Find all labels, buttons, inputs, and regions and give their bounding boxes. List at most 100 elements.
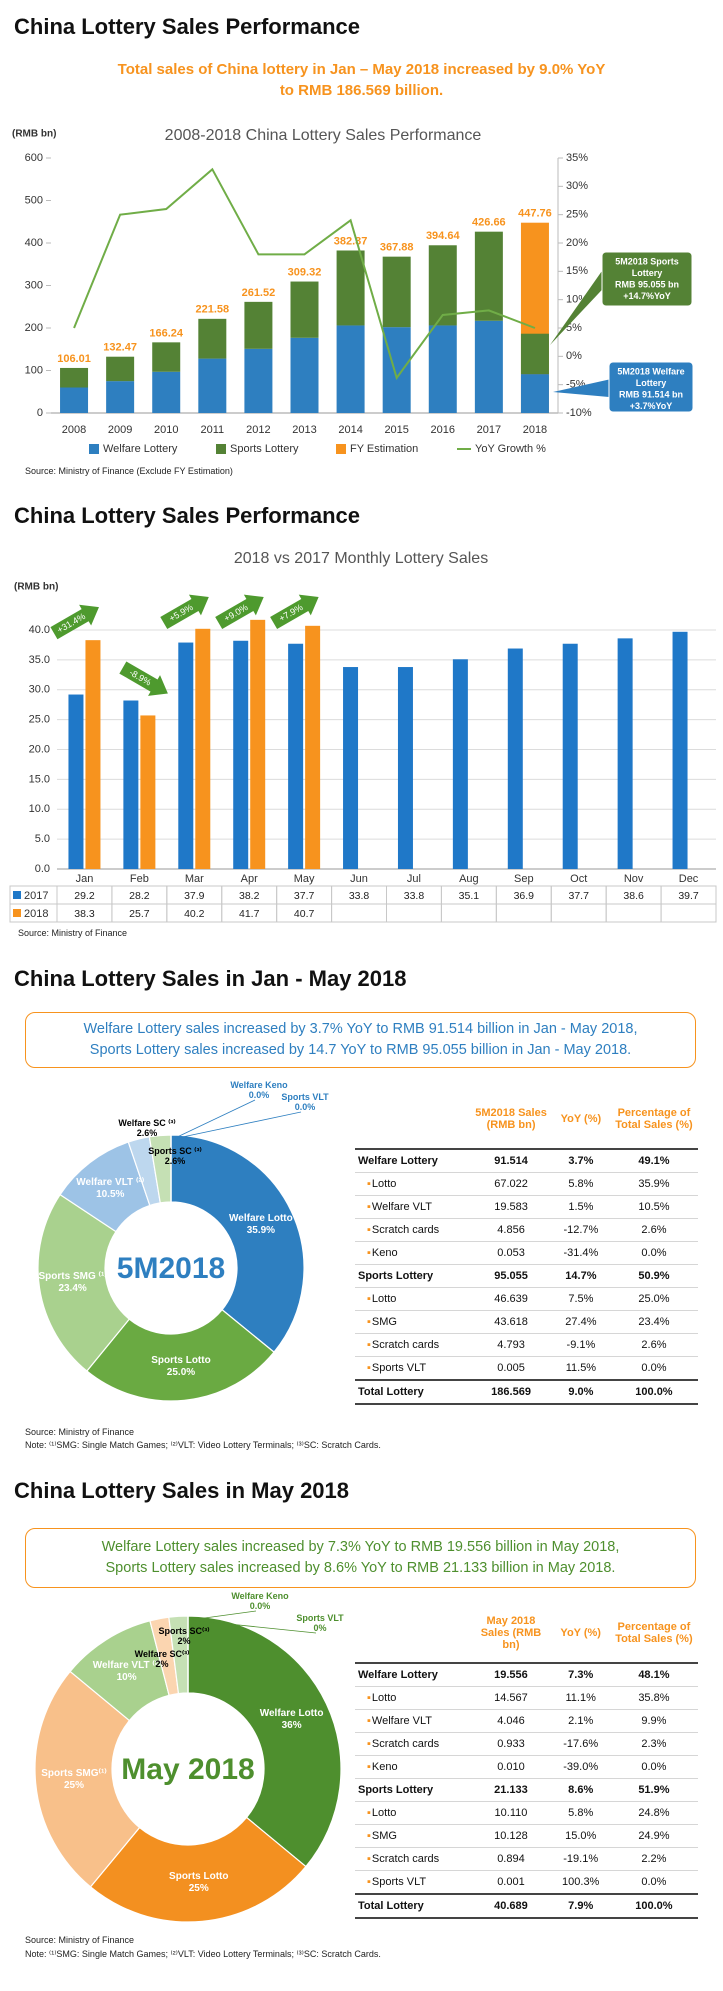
- total-label: 367.88: [380, 242, 414, 254]
- y2-tick-label: 5%: [566, 322, 582, 334]
- section-heading: China Lottery Sales in Jan - May 2018: [14, 966, 407, 991]
- table-cell: 19.583: [470, 1195, 552, 1219]
- summary-line: Welfare Lottery sales increased by 3.7% …: [83, 1021, 638, 1037]
- bar: [452, 659, 468, 869]
- row-name: Total Lottery: [355, 1893, 471, 1919]
- table-cell: 50.9%: [609, 1264, 698, 1288]
- table-cell: 11.5%: [551, 1356, 610, 1381]
- slice-name: Sports SC ⁽³⁾: [148, 1146, 202, 1156]
- row-name: Sports VLT: [355, 1356, 471, 1381]
- x-tick-label: Dec: [679, 873, 699, 885]
- summary-line: Sports Lottery sales increased by 14.7 Y…: [89, 1042, 632, 1058]
- table-cell: [495, 903, 552, 923]
- total-label: 261.52: [242, 287, 276, 299]
- row-name: Welfare Lottery: [355, 1148, 471, 1173]
- table-cell: [660, 903, 717, 923]
- y-tick-label: 25.0: [29, 714, 50, 726]
- table-cell: 11.1%: [551, 1686, 610, 1710]
- bar: [195, 628, 211, 869]
- table-cell: 9.9%: [609, 1709, 698, 1733]
- table-cell: 35.9%: [609, 1172, 698, 1196]
- slice-value: 36%: [281, 1720, 302, 1732]
- arrow-shape: [160, 594, 209, 630]
- y2-tick-label: 35%: [566, 152, 588, 164]
- callout-text: 5M2018 Welfare: [617, 366, 684, 376]
- table-cell: 14.567: [470, 1686, 552, 1710]
- table-cell: 0.0%: [609, 1755, 698, 1779]
- bar: [290, 337, 319, 413]
- total-label: 106.01: [57, 353, 91, 365]
- header-cell: 5M2018 Sales (RMB bn): [470, 1090, 552, 1150]
- total-label: 426.66: [472, 217, 506, 229]
- table-cell: 67.022: [470, 1172, 552, 1196]
- table-cell: 7.5%: [551, 1287, 610, 1311]
- row-name: Scratch cards: [355, 1847, 471, 1871]
- x-tick-label: May: [294, 873, 315, 885]
- chart-title: 2008-2018 China Lottery Sales Performanc…: [165, 127, 482, 144]
- series-label: 2017: [24, 890, 48, 902]
- slice-value: 25%: [63, 1779, 84, 1791]
- bar: [520, 374, 549, 413]
- table-cell: 4.046: [470, 1709, 552, 1733]
- table-row: Welfare Lottery 19.556 7.3% 48.1%: [355, 1662, 698, 1687]
- bar: [382, 327, 411, 413]
- donut-slice: [37, 1193, 131, 1372]
- slice-name: Sports SMG⁽¹⁾: [41, 1767, 107, 1779]
- header-cell: YoY (%): [551, 1604, 610, 1664]
- slice-name: Welfare Keno: [230, 1080, 288, 1090]
- total-label: 382.37: [334, 235, 368, 247]
- table-cell: 15.0%: [551, 1824, 610, 1848]
- table-cell: 186.569: [470, 1379, 552, 1405]
- legend-label: FY Estimation: [350, 443, 418, 455]
- slice-value: 0.0%: [249, 1601, 271, 1611]
- bar: [244, 348, 273, 413]
- source: Source: Ministry of Finance: [25, 1935, 135, 1945]
- donut-center-label: May 2018: [121, 1753, 254, 1786]
- subtitle: Total sales of China lottery in Jan – Ma…: [117, 61, 606, 78]
- bar: [250, 619, 266, 869]
- legend-swatch: [89, 444, 99, 454]
- table-cell: 4.856: [470, 1218, 552, 1242]
- leader-line: [172, 1099, 256, 1140]
- note: Note: ⁽¹⁾SMG: Single Match Games; ⁽²⁾VLT…: [25, 1440, 381, 1450]
- slice-label: Sports SC⁽³⁾ 2%: [152, 1626, 216, 1646]
- slice-value: 35.9%: [246, 1225, 276, 1237]
- y2-tick-label: 25%: [566, 209, 588, 221]
- table-cell: 2.3%: [609, 1732, 698, 1756]
- row-name: Welfare VLT: [355, 1709, 471, 1733]
- row-name: Keno: [355, 1755, 471, 1779]
- table-cell: 100.3%: [551, 1870, 610, 1895]
- table-value: 33.8: [349, 890, 370, 902]
- bar: [198, 358, 227, 413]
- bar: [520, 333, 549, 375]
- slice-value: 25.0%: [166, 1366, 196, 1378]
- table-cell: [605, 903, 662, 923]
- header-cell: Percentage of Total Sales (%): [609, 1604, 698, 1664]
- table-cell: 0.001: [470, 1870, 552, 1895]
- callout-pointer: [553, 379, 609, 397]
- table-cell: 0.005: [470, 1356, 552, 1381]
- table-cell: 35.8%: [609, 1686, 698, 1710]
- table-cell: -9.1%: [551, 1333, 610, 1357]
- y2-tick-label: -10%: [566, 407, 592, 419]
- slice-label: Sports Lotto 25.0%: [144, 1355, 218, 1379]
- bar: [397, 667, 413, 869]
- legend-swatch: [13, 891, 21, 899]
- table-cell: -19.1%: [551, 1847, 610, 1871]
- header-cell: YoY (%): [551, 1090, 610, 1150]
- table-cell: 5.8%: [551, 1801, 610, 1825]
- table-cell: 3.7%: [551, 1148, 610, 1173]
- y2-tick-label: 30%: [566, 180, 588, 192]
- slice-label: Sports SMG ⁽¹⁾ 23.4%: [36, 1271, 110, 1295]
- bar: [152, 371, 181, 413]
- slice-value: 10.5%: [96, 1189, 125, 1201]
- table-cell: 21.133: [470, 1778, 552, 1802]
- x-tick-label: 2010: [154, 424, 178, 436]
